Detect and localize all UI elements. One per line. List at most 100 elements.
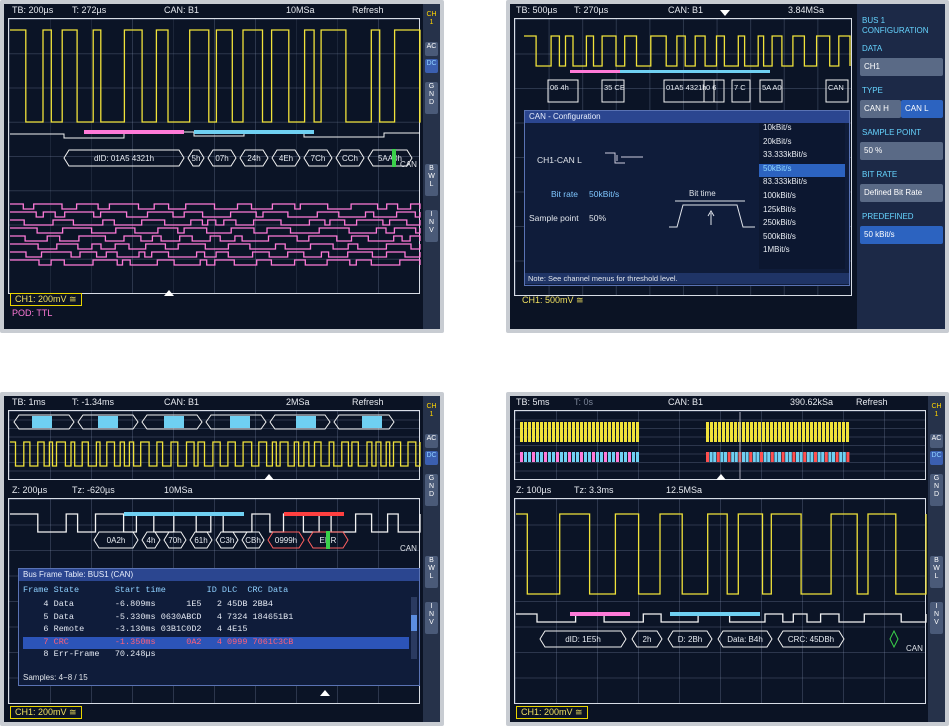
overview-bus-13 <box>572 452 575 462</box>
q3-frame-2: 70h <box>163 531 187 549</box>
bitrate-option[interactable]: 20kBit/s <box>763 136 792 146</box>
channel-label[interactable]: CH1: 200mV ≅ <box>10 706 82 719</box>
gnd-button[interactable]: G N D <box>425 474 438 506</box>
overview-yellow-b26 <box>810 422 813 442</box>
bus-red-bits <box>284 512 344 516</box>
trigger-time: T: 0s <box>574 397 594 407</box>
overview-yellow-18 <box>592 422 595 442</box>
overview-grid[interactable] <box>8 410 420 480</box>
zoom-sample-rate: 12.5MSa <box>666 485 703 495</box>
q1-frame-1: 5h <box>187 149 205 167</box>
bus-frame-table[interactable]: Bus Frame Table: BUS1 (CAN) Frame State … <box>18 568 420 686</box>
ch1-trace <box>516 513 927 595</box>
dc-coupling-button[interactable]: DC <box>425 451 438 465</box>
bitrate-option[interactable]: 125kBit/s <box>763 204 796 214</box>
table-row[interactable]: 7 CRC -1.350ms 0A2 4 0999 7061C3CB <box>23 636 409 649</box>
acq-mode[interactable]: Refresh <box>856 397 888 407</box>
bwl-button[interactable]: B W L <box>930 556 943 588</box>
bwl-button[interactable]: B W L <box>425 164 438 196</box>
dc-coupling-button[interactable]: DC <box>930 451 943 465</box>
channel-1-button[interactable]: CH 1 <box>426 11 437 26</box>
dc-coupling-button[interactable]: DC <box>425 59 438 73</box>
overview-bus-b0 <box>706 452 709 462</box>
inv-button[interactable]: I N V <box>425 210 438 242</box>
q3-frame-3: 61h <box>189 531 213 549</box>
overview-yellow-15 <box>580 422 583 442</box>
overview-yellow-b15 <box>766 422 769 442</box>
bit-rate-mode-button[interactable]: Defined Bit Rate <box>860 184 943 202</box>
inv-button[interactable]: I N V <box>425 602 438 634</box>
channel-1-button[interactable]: CH 1 <box>931 403 942 418</box>
zoom-time: Tz: -620µs <box>72 485 115 495</box>
ac-coupling-button[interactable]: AC <box>425 42 438 56</box>
table-row[interactable]: 4 Data -6.809ms 1E5 2 45DB 2BB4 <box>23 599 273 609</box>
zoom-time: Tz: 3.3ms <box>574 485 614 495</box>
bitrate-option[interactable]: 10kBit/s <box>763 123 792 132</box>
ac-coupling-button[interactable]: AC <box>930 434 943 448</box>
q2-frame-1: 35 CE <box>601 79 625 103</box>
bwl-button[interactable]: B W L <box>425 556 438 588</box>
trigger-time: T: 270µs <box>574 5 609 15</box>
svg-text:07h: 07h <box>215 154 228 163</box>
channel-label[interactable]: CH1: 200mV ≅ <box>516 706 588 719</box>
table-row[interactable]: 6 Remote -3.130ms 03B1C0D2 4 4E15 <box>23 624 248 634</box>
overview-frame-4 <box>269 414 331 430</box>
table-row[interactable]: 5 Data -5.330ms 0630ABCD 4 7324 184651B1 <box>23 611 294 622</box>
overview-bus-4 <box>536 452 539 462</box>
gnd-button[interactable]: G N D <box>930 474 943 506</box>
zoom-trigger-marker <box>320 690 330 696</box>
overview-bus-b14 <box>756 452 760 462</box>
overview-yellow-4 <box>536 422 539 442</box>
overview-bus-6 <box>544 452 547 462</box>
zoom-logic-line <box>516 613 927 623</box>
bitrate-option[interactable]: 1MBit/s <box>763 245 790 255</box>
overview-yellow-5 <box>540 422 543 442</box>
waveform-area: 0A2h4h70h61hC3hCBh0999hERR <box>10 414 421 696</box>
inv-button[interactable]: I N V <box>930 602 943 634</box>
gnd-button[interactable]: G N D <box>425 82 438 114</box>
svg-text:dID: 01A5 4321h: dID: 01A5 4321h <box>94 154 154 163</box>
pod-label[interactable]: POD: TTL <box>12 308 53 318</box>
predefined-rate-button[interactable]: 50 kBit/s <box>860 226 943 244</box>
acq-mode[interactable]: Refresh <box>352 397 384 407</box>
bus-pink-bits <box>570 612 630 616</box>
channel-label[interactable]: CH1: 500mV ≅ <box>522 295 584 305</box>
sample-point-button[interactable]: 50 % <box>860 142 943 160</box>
overview-bus-b10 <box>742 452 745 462</box>
bitrate-option[interactable]: 83.333kBit/s <box>763 177 808 187</box>
overview-bus-b1 <box>709 452 713 462</box>
data-source-button[interactable]: CH1 <box>860 58 943 76</box>
channel-label[interactable]: CH1: 200mV ≅ <box>10 293 82 306</box>
can-l-button[interactable]: CAN L <box>901 100 943 118</box>
can-h-button[interactable]: CAN H <box>860 100 901 118</box>
bitrate-option[interactable]: 250kBit/s <box>763 218 796 228</box>
table-row[interactable]: 8 Err-Frame 70.248µs <box>23 649 156 659</box>
ch1-trace <box>524 35 851 67</box>
overview-bus-b37 <box>839 452 843 462</box>
scope-display-bottom-left: TB: 1ms T: -1.34ms CAN: B1 2MSa Refresh … <box>0 392 444 726</box>
zoom-timebase: Z: 200µs <box>12 485 48 495</box>
overview-bus-b21 <box>781 452 785 462</box>
q4-frame-0: dID: 1E5h <box>539 630 627 648</box>
svg-text:C3h: C3h <box>220 536 235 545</box>
overview-yellow-27 <box>628 422 631 442</box>
acq-mode[interactable]: Refresh <box>352 5 384 15</box>
table-footer: Samples: 4−8 / 15 <box>23 673 88 682</box>
overview-bus-17 <box>588 452 591 462</box>
zoom-grid[interactable] <box>514 498 926 704</box>
bitrate-option[interactable]: 100kBit/s <box>763 190 796 200</box>
can-configuration-dialog: CAN - Configuration CH1-CAN L Bit rate 5… <box>524 110 850 286</box>
bitrate-option[interactable]: 500kBit/s <box>763 231 796 241</box>
pod-bit-6 <box>10 251 421 258</box>
overview-yellow-2 <box>528 422 531 442</box>
bitrate-option[interactable]: 50kBit/s <box>759 163 845 178</box>
bitrate-list[interactable]: 10kBit/s 20kBit/s 33.333kBit/s 50kBit/s 83.3… <box>759 123 845 269</box>
overview-yellow-b4 <box>722 422 725 442</box>
overview-yellow-b10 <box>746 422 749 442</box>
q4-frame-2: D: 2Bh <box>667 630 713 648</box>
ac-coupling-button[interactable]: AC <box>425 434 438 448</box>
bitrate-option[interactable]: 33.333kBit/s <box>763 150 808 160</box>
table-scrollbar[interactable] <box>411 597 417 659</box>
svg-text:CBh: CBh <box>245 536 261 545</box>
channel-1-button[interactable]: CH 1 <box>426 403 437 418</box>
